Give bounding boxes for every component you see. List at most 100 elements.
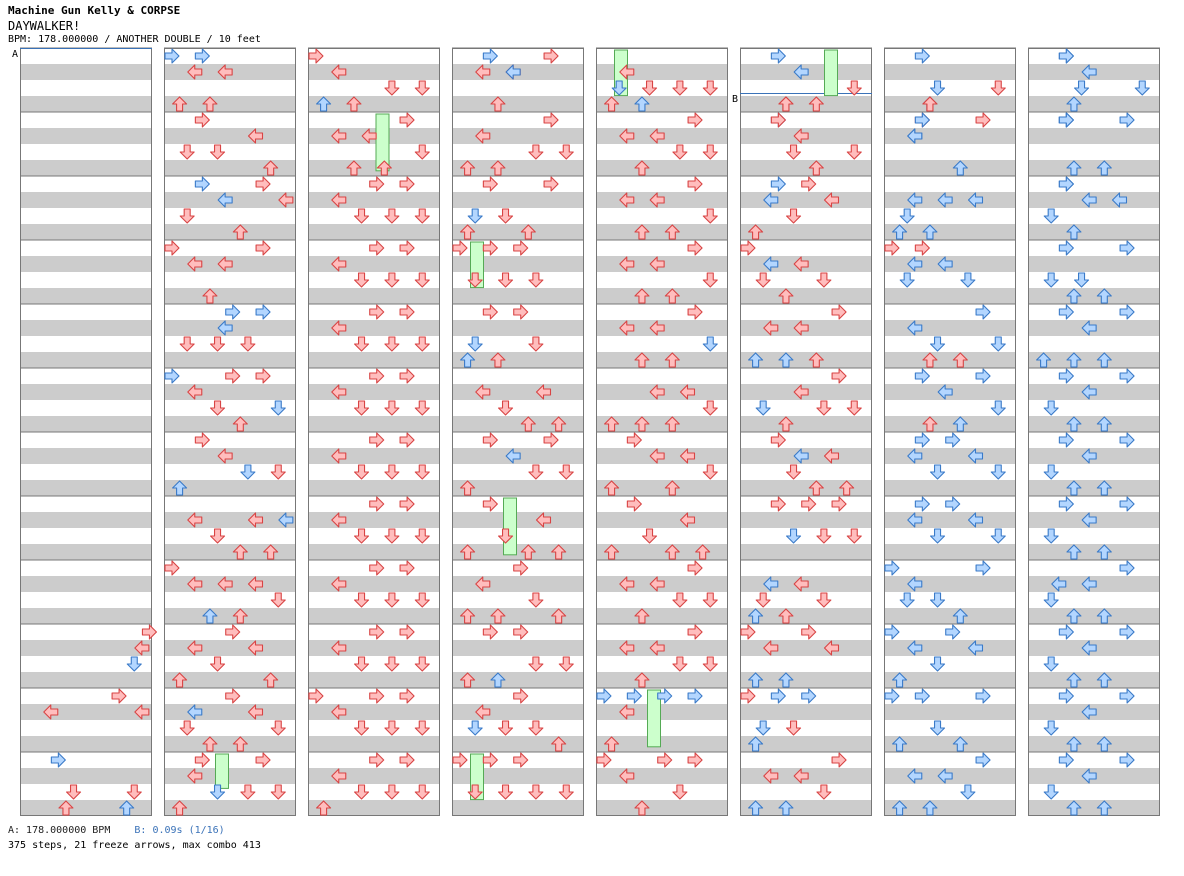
arrow-shape [225, 624, 241, 640]
step-arrow [399, 432, 415, 448]
step-arrow [209, 528, 226, 544]
arrow-shape [793, 576, 809, 592]
step-arrow [270, 464, 286, 480]
chart-column [596, 47, 728, 816]
step-arrow [785, 464, 802, 480]
step-arrow [384, 592, 400, 608]
arrow-shape [331, 640, 347, 656]
arrow-shape [695, 544, 711, 560]
step-arrow [1081, 64, 1097, 80]
arrow-shape [702, 208, 718, 224]
step-arrow [1134, 80, 1150, 96]
step-arrow [384, 720, 400, 736]
step-arrow [604, 480, 620, 496]
arrow-shape [270, 400, 286, 416]
step-arrow [793, 256, 809, 272]
step-arrow [687, 752, 703, 768]
step-arrow [702, 464, 718, 480]
beat-stripe [884, 64, 1016, 80]
column-border [884, 48, 1016, 816]
step-arrow [399, 560, 415, 576]
step-arrow [937, 768, 953, 784]
step-arrow [816, 272, 832, 288]
beat-stripe [452, 640, 584, 656]
arrow-shape [475, 704, 491, 720]
step-arrow [225, 624, 241, 640]
arrow-shape [679, 384, 696, 400]
step-arrow [990, 464, 1006, 480]
step-arrow [399, 752, 415, 768]
arrow-shape [945, 496, 961, 512]
arrow-shape [1096, 480, 1112, 496]
arrow-shape [543, 176, 559, 192]
beat-stripe [308, 672, 440, 688]
arrow-shape [664, 352, 680, 368]
step-arrow [649, 448, 665, 464]
arrow-shape [255, 176, 271, 192]
step-arrow [1066, 352, 1082, 368]
beat-stripe [740, 608, 872, 624]
step-arrow [528, 720, 544, 736]
arrow-shape [914, 432, 930, 448]
arrow-shape [937, 192, 953, 208]
step-arrow [907, 512, 923, 528]
arrow-shape [1058, 624, 1074, 640]
beat-stripe [308, 224, 440, 240]
arrow-shape [558, 784, 574, 800]
arrow-shape [1119, 752, 1135, 768]
step-arrow [490, 160, 506, 176]
step-arrow [209, 400, 226, 416]
step-arrow [308, 48, 324, 64]
arrow-shape [331, 384, 347, 400]
arrow-shape [687, 240, 703, 256]
step-arrow [232, 224, 248, 240]
step-arrow [975, 304, 991, 320]
arrow-shape [778, 96, 794, 112]
beat-stripe [20, 256, 152, 272]
chart-column [452, 47, 584, 816]
step-arrow [1096, 480, 1112, 496]
arrow-shape [172, 800, 188, 816]
arrow-shape [1081, 192, 1097, 208]
arrow-shape [1066, 160, 1082, 176]
arrow-shape [369, 624, 385, 640]
arrow-shape [975, 368, 991, 384]
step-arrow [1043, 656, 1059, 672]
beat-stripe [452, 96, 584, 112]
beat-stripe [740, 544, 872, 560]
step-arrow [225, 688, 241, 704]
arrow-shape [399, 560, 415, 576]
arrow-shape [672, 592, 688, 608]
arrow-shape [763, 640, 779, 656]
arrow-shape [907, 768, 923, 784]
step-arrow [331, 320, 347, 336]
arrow-shape [687, 112, 703, 128]
step-arrow [604, 544, 620, 560]
step-arrow [187, 704, 203, 720]
beat-stripe [20, 480, 152, 496]
arrow-shape [793, 256, 809, 272]
arrow-shape [240, 336, 256, 352]
arrow-shape [452, 752, 468, 768]
arrow-shape [634, 416, 650, 432]
arrow-shape [846, 400, 862, 416]
step-arrow [990, 400, 1006, 416]
arrow-shape [497, 208, 514, 224]
step-arrow [626, 432, 642, 448]
arrow-shape [361, 128, 377, 144]
arrow-shape [247, 512, 264, 528]
step-arrow [187, 768, 203, 784]
step-arrow [907, 192, 923, 208]
arrow-shape [65, 784, 82, 800]
arrow-shape [1043, 272, 1059, 288]
step-arrow [740, 688, 756, 704]
beat-stripe [884, 800, 1016, 816]
step-arrow [1066, 160, 1082, 176]
step-arrow [202, 96, 218, 112]
arrow-shape [649, 256, 665, 272]
arrow-shape [740, 688, 756, 704]
step-arrow [399, 304, 415, 320]
step-arrow [755, 400, 771, 416]
step-arrow [513, 304, 529, 320]
arrow-shape [914, 240, 930, 256]
